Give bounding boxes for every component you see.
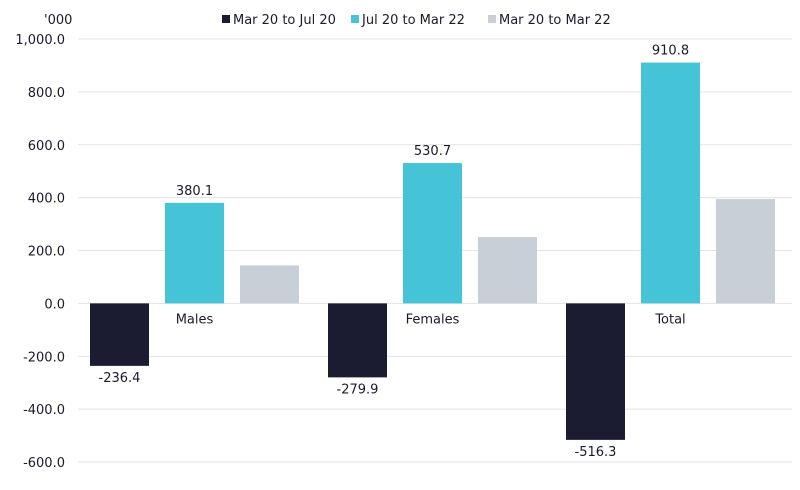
data-label: -279.9 (337, 382, 379, 397)
y-tick-label: -200.0 (23, 350, 65, 365)
bar (403, 163, 462, 304)
y-tick-label: -400.0 (23, 403, 65, 418)
y-unit-label: '000 (44, 13, 72, 28)
bars (90, 62, 775, 440)
y-tick-label: 0.0 (44, 297, 65, 312)
bar (478, 237, 537, 304)
y-tick-label: 600.0 (28, 139, 65, 154)
legend-label: Mar 20 to Mar 22 (499, 13, 611, 28)
data-label: -516.3 (575, 445, 617, 460)
legend-swatch (488, 15, 496, 23)
category-label: Females (406, 312, 460, 327)
y-tick-label: 800.0 (28, 86, 65, 101)
category-label: Males (176, 312, 214, 327)
y-tick-label: 400.0 (28, 192, 65, 207)
bar (165, 202, 224, 304)
bar (566, 303, 625, 440)
bar (716, 199, 775, 304)
legend-swatch (222, 15, 230, 23)
y-tick-label: -600.0 (23, 456, 65, 471)
data-labels: -236.4 380.1 -279.9 530.7 -516.3 910.8 (99, 44, 690, 460)
bar (328, 303, 387, 378)
data-label: 530.7 (414, 144, 451, 159)
legend-swatch (351, 15, 359, 23)
bar (240, 265, 299, 304)
legend: Mar 20 to Jul 20 Jul 20 to Mar 22 Mar 20 t… (222, 13, 611, 28)
data-label: -236.4 (99, 371, 141, 386)
data-label: 380.1 (176, 184, 213, 199)
y-tick-label: 200.0 (28, 245, 65, 260)
category-label: Total (654, 312, 685, 327)
bar (641, 62, 700, 304)
y-tick-label: 1,000.0 (15, 33, 65, 48)
legend-label: Mar 20 to Jul 20 (233, 13, 336, 28)
y-axis: 1,000.0 800.0 600.0 400.0 200.0 0.0 -200.0 -400… (15, 33, 65, 471)
category-labels: Males Females Total (176, 312, 686, 327)
bar (90, 303, 149, 366)
legend-label: Jul 20 to Mar 22 (361, 13, 465, 28)
data-label: 910.8 (652, 44, 689, 59)
